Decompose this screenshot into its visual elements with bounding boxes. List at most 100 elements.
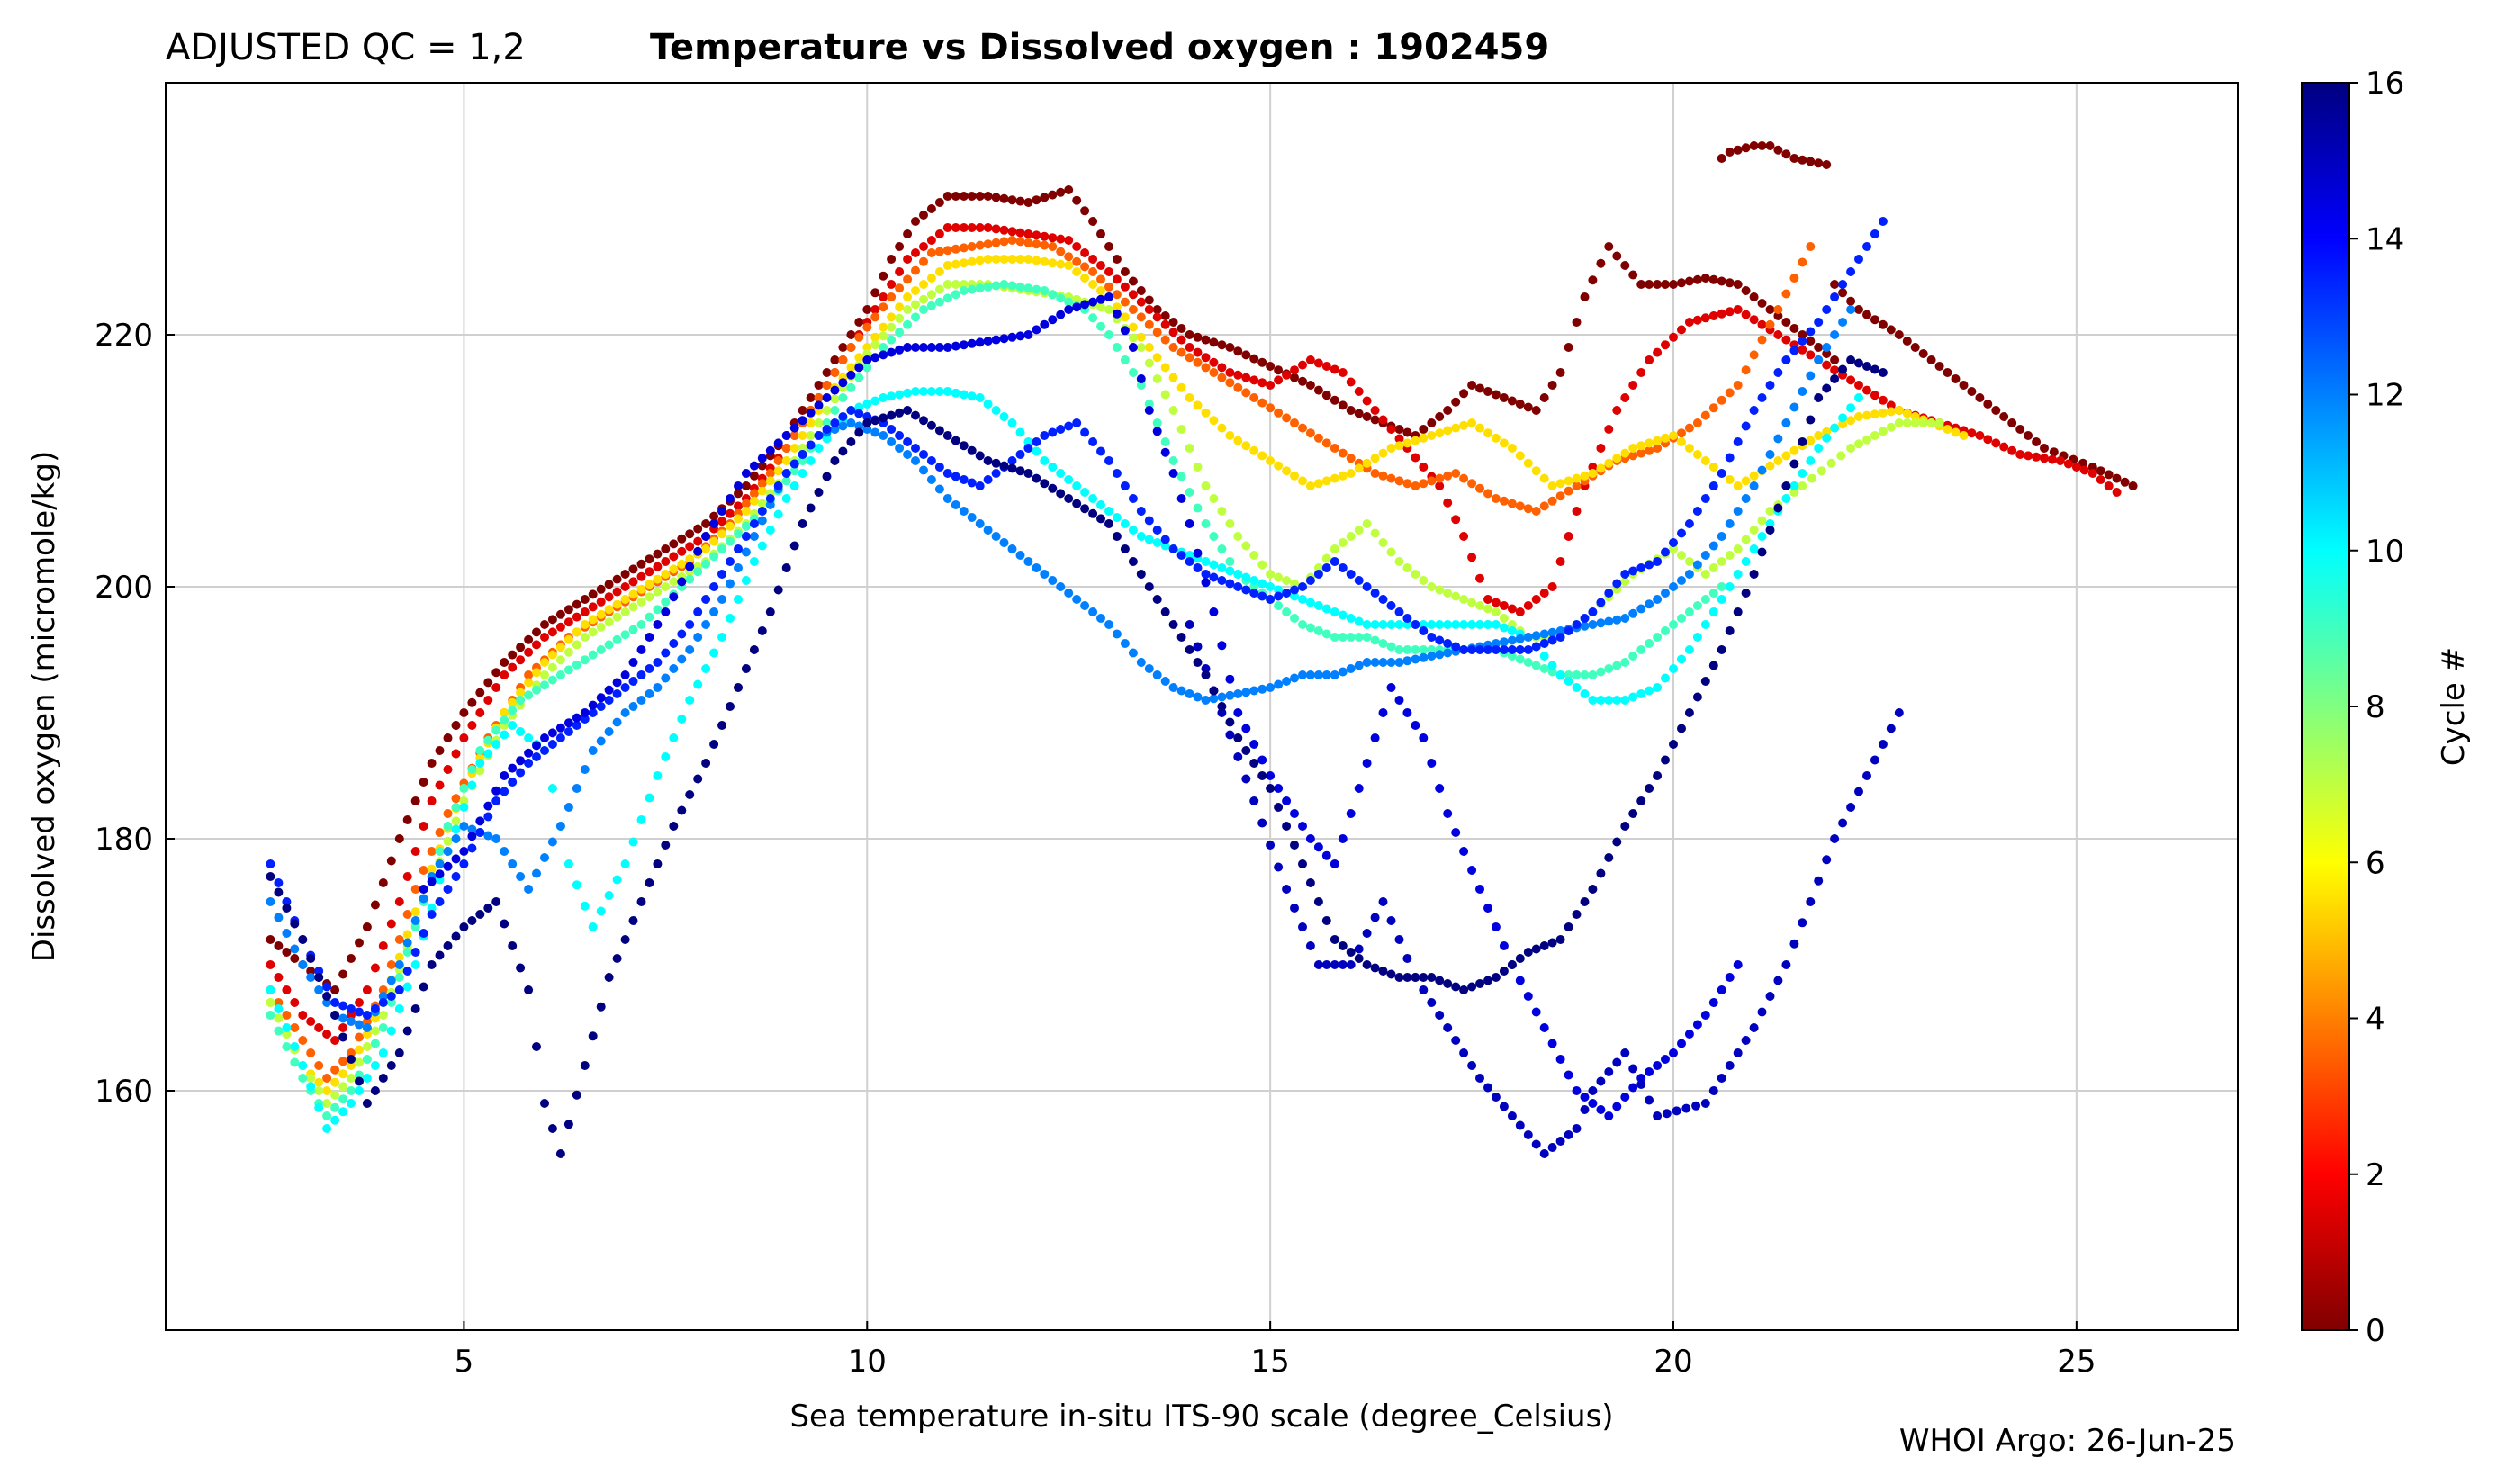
data-point	[1386, 547, 1396, 557]
data-point	[669, 733, 679, 742]
data-point	[669, 539, 679, 549]
data-point	[1290, 591, 1299, 601]
data-point	[1862, 410, 1871, 420]
data-point	[563, 634, 573, 644]
data-point	[1185, 393, 1194, 402]
data-point	[1499, 496, 1509, 506]
data-point	[355, 1020, 364, 1030]
data-point	[1419, 645, 1429, 654]
data-point	[1064, 297, 1074, 307]
data-point	[1662, 1109, 1672, 1119]
data-point	[1555, 479, 1565, 489]
data-point	[1781, 318, 1791, 327]
data-point	[1096, 514, 1105, 524]
data-point	[934, 198, 944, 207]
data-point	[1830, 330, 1840, 339]
data-point	[1427, 633, 1437, 642]
data-point	[919, 256, 928, 266]
data-point	[1015, 450, 1025, 459]
data-point	[1298, 376, 1307, 386]
data-point	[1305, 941, 1315, 950]
data-point	[500, 847, 509, 856]
data-point	[1475, 645, 1484, 654]
data-point	[1967, 428, 1977, 438]
data-point	[1677, 614, 1686, 623]
data-point	[467, 721, 477, 730]
data-point	[1346, 809, 1356, 818]
data-point	[701, 559, 711, 569]
data-point	[1330, 670, 1339, 679]
data-point	[1072, 195, 1082, 205]
data-point	[726, 614, 735, 623]
data-point	[1700, 456, 1710, 465]
data-point	[1725, 626, 1735, 635]
data-point	[1926, 355, 1936, 364]
data-point	[386, 976, 396, 985]
data-point	[491, 897, 501, 906]
data-point	[1878, 427, 1888, 436]
data-point	[1749, 481, 1759, 490]
data-point	[1684, 708, 1694, 717]
data-point	[338, 1107, 348, 1117]
data-point	[895, 444, 905, 453]
data-point	[1798, 155, 1807, 165]
data-point	[789, 481, 799, 490]
data-point	[1217, 340, 1227, 350]
data-point	[491, 668, 501, 678]
data-point	[1467, 479, 1477, 489]
data-point	[967, 256, 977, 266]
data-point	[717, 570, 726, 579]
data-point	[1741, 421, 1751, 431]
data-point	[1233, 689, 1243, 698]
data-point	[1564, 486, 1573, 496]
data-point	[1765, 519, 1775, 528]
data-point	[1645, 784, 1654, 793]
data-point	[500, 730, 509, 740]
data-point	[709, 536, 719, 546]
data-point	[942, 223, 952, 232]
data-point	[846, 437, 856, 446]
data-point	[1725, 1061, 1735, 1070]
data-point	[628, 564, 638, 574]
data-point	[1032, 230, 1041, 240]
grid-lines	[166, 83, 2238, 1330]
data-point	[1700, 551, 1710, 560]
data-point	[1266, 595, 1276, 604]
data-point	[1499, 623, 1509, 633]
data-point	[1241, 541, 1251, 551]
data-point	[330, 1011, 340, 1020]
data-point	[338, 1001, 348, 1011]
data-point	[934, 247, 944, 256]
data-point	[1672, 1106, 1681, 1116]
data-point	[887, 255, 897, 264]
data-point	[1733, 1048, 1743, 1057]
data-point	[1386, 444, 1396, 453]
data-point	[806, 408, 816, 418]
data-point	[1910, 412, 1920, 421]
data-point	[726, 557, 735, 566]
data-point	[443, 809, 453, 818]
data-point	[572, 627, 581, 637]
data-point	[999, 538, 1009, 547]
data-point	[1362, 412, 1372, 421]
data-point	[1564, 677, 1573, 686]
data-point	[1136, 570, 1146, 579]
data-point	[314, 1102, 324, 1112]
data-point	[1185, 689, 1194, 698]
data-point	[1572, 670, 1582, 679]
data-point	[1612, 1057, 1622, 1067]
data-point	[1128, 648, 1138, 658]
data-point	[604, 592, 614, 602]
data-point	[1015, 331, 1025, 341]
data-point	[749, 532, 759, 541]
data-point	[1435, 650, 1445, 660]
data-point	[1330, 633, 1339, 642]
data-point	[1822, 160, 1832, 169]
data-point	[1628, 1083, 1638, 1093]
data-point	[1596, 618, 1606, 628]
data-point	[1781, 494, 1791, 503]
data-point	[1386, 473, 1396, 483]
data-point	[1733, 305, 1743, 314]
data-point	[1692, 1020, 1702, 1030]
